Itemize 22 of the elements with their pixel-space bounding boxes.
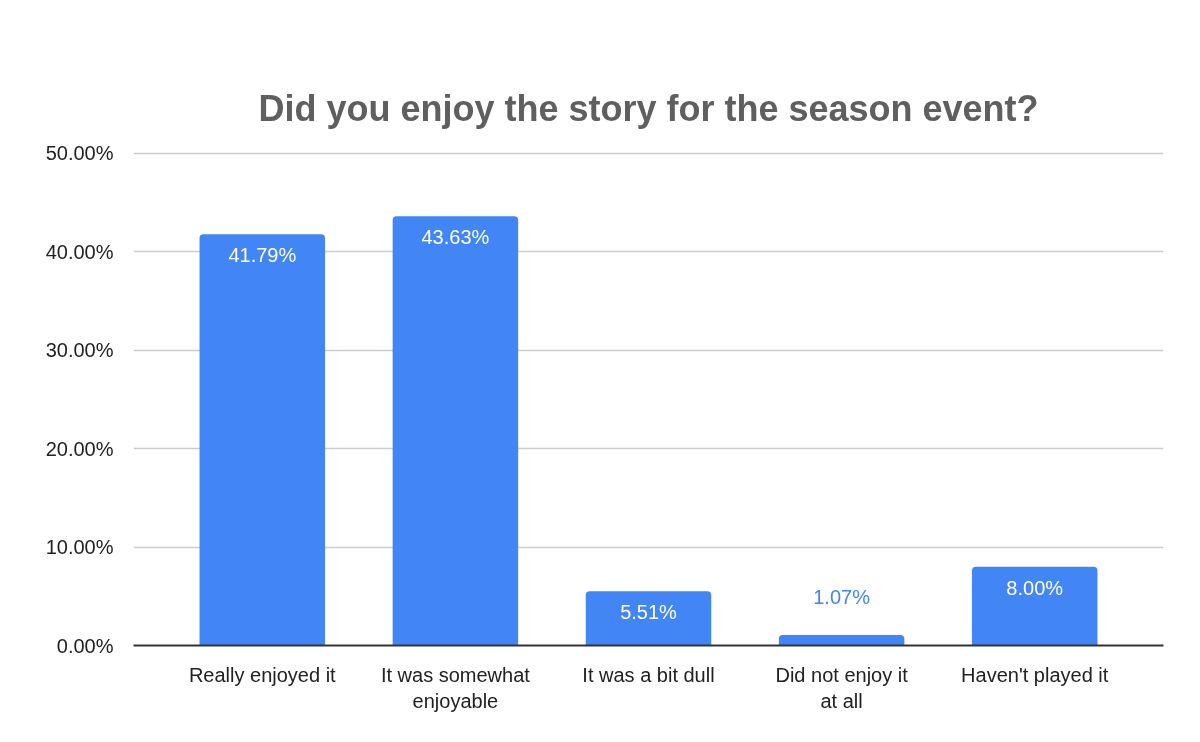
- bar: [585, 591, 712, 646]
- x-tick-label: It was a bit dull: [582, 663, 715, 686]
- y-tick-label: 50.00%: [45, 142, 114, 165]
- data-label: 43.63%: [421, 226, 490, 249]
- x-tick-label: Haven't played it: [961, 663, 1109, 686]
- y-tick-label: 20.00%: [45, 437, 114, 460]
- data-label: 41.79%: [228, 244, 297, 267]
- y-tick-label: 10.00%: [45, 536, 114, 559]
- data-label: 1.07%: [813, 585, 871, 608]
- y-tick-label: 40.00%: [45, 240, 114, 263]
- bar: [199, 234, 326, 646]
- x-tick-label: Really enjoyed it: [188, 663, 337, 686]
- bar: [778, 634, 905, 646]
- data-label: 5.51%: [620, 601, 678, 624]
- x-tick-label: It was somewhat enjoyable: [380, 663, 531, 712]
- chart-title: Did you enjoy the story for the season event?: [258, 88, 1039, 129]
- bar: [971, 566, 1098, 646]
- bar: [392, 216, 519, 646]
- x-tick-label: Did not enjoy it at all: [775, 663, 909, 712]
- y-tick-label: 30.00%: [45, 339, 114, 362]
- y-tick-label: 0.00%: [56, 634, 114, 657]
- data-label: 8.00%: [1006, 576, 1064, 599]
